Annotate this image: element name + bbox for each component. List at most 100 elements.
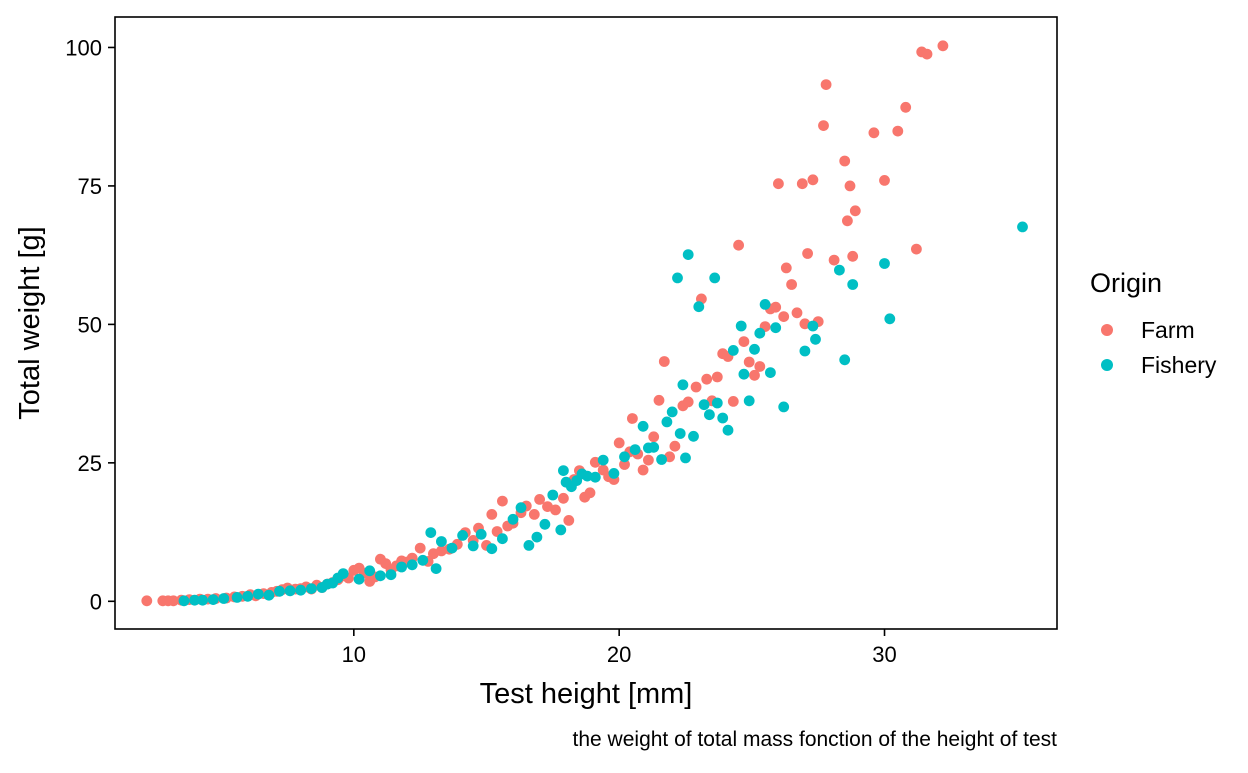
- data-point-fishery: [759, 299, 771, 310]
- data-point-fishery: [711, 397, 723, 409]
- x-axis: 10 20 30: [342, 629, 897, 667]
- data-point-farm: [847, 250, 859, 262]
- data-point-farm: [921, 48, 933, 60]
- data-point-fishery: [589, 471, 601, 483]
- data-point-fishery: [353, 573, 365, 585]
- data-point-farm: [613, 437, 625, 449]
- data-point-fishery: [242, 590, 254, 602]
- legend: Origin Farm Fishery: [1090, 268, 1217, 378]
- data-point-fishery: [672, 272, 683, 284]
- data-point-fishery: [693, 301, 705, 313]
- data-point-fishery: [337, 568, 349, 579]
- data-point-farm: [658, 356, 670, 367]
- data-point-farm: [528, 509, 540, 520]
- data-point-farm: [770, 301, 782, 313]
- data-point-fishery: [375, 570, 386, 582]
- data-point-fishery: [364, 565, 376, 577]
- legend-key-farm: [1101, 324, 1113, 336]
- data-point-fishery: [417, 554, 429, 566]
- data-point-farm: [786, 279, 797, 290]
- data-point-fishery: [274, 585, 285, 597]
- data-point-fishery: [547, 489, 559, 501]
- data-point-fishery: [558, 465, 569, 476]
- data-point-farm: [892, 125, 904, 137]
- data-point-farm: [643, 454, 654, 466]
- x-tick-label: 10: [342, 642, 366, 667]
- data-point-fishery: [457, 530, 468, 541]
- data-point-farm: [733, 239, 744, 251]
- data-point-farm: [849, 205, 861, 217]
- data-point-farm: [778, 311, 790, 322]
- data-point-fishery: [475, 528, 487, 540]
- data-point-farm: [773, 178, 784, 190]
- data-point-fishery: [839, 354, 851, 366]
- data-point-fishery: [446, 542, 458, 554]
- data-point-fishery: [847, 279, 859, 290]
- data-point-farm: [807, 174, 819, 186]
- data-point-farm: [563, 515, 575, 526]
- data-point-farm: [879, 175, 890, 186]
- data-point-farm: [690, 381, 702, 393]
- data-point-farm: [820, 79, 832, 90]
- data-point-fishery: [637, 420, 649, 432]
- data-point-farm: [486, 509, 498, 520]
- data-point-fishery: [507, 513, 519, 525]
- legend-label-fishery: Fishery: [1141, 352, 1217, 378]
- data-point-fishery: [807, 320, 819, 332]
- data-point-farm: [738, 336, 750, 347]
- data-point-fishery: [207, 594, 219, 605]
- data-point-farm: [937, 40, 949, 52]
- data-point-farm: [796, 178, 808, 190]
- x-tick-label: 30: [872, 642, 896, 667]
- data-point-fishery: [406, 559, 418, 571]
- data-point-fishery: [682, 249, 694, 260]
- data-point-farm: [727, 396, 739, 407]
- data-point-fishery: [430, 563, 442, 574]
- data-point-farm: [839, 155, 851, 167]
- data-point-farm: [791, 307, 803, 319]
- x-tick-label: 20: [607, 642, 631, 667]
- data-point-fishery: [661, 416, 673, 428]
- data-point-fishery: [608, 468, 620, 479]
- data-point-fishery: [722, 424, 734, 436]
- data-point-fishery: [704, 409, 715, 421]
- data-point-fishery: [581, 470, 593, 482]
- data-point-farm: [653, 394, 665, 406]
- data-point-fishery: [709, 272, 721, 284]
- data-point-fishery: [754, 327, 766, 339]
- data-point-fishery: [436, 536, 447, 547]
- data-point-fishery: [218, 593, 230, 604]
- data-point-fishery: [263, 589, 275, 601]
- data-point-fishery: [467, 540, 479, 552]
- data-point-fishery: [834, 264, 845, 276]
- data-point-farm: [868, 127, 880, 139]
- data-point-farm: [497, 495, 508, 507]
- data-point-farm: [558, 492, 569, 504]
- data-point-fishery: [629, 444, 641, 455]
- y-tick-label: 75: [78, 174, 102, 199]
- data-point-farm: [619, 459, 630, 470]
- data-point-farm: [743, 356, 755, 368]
- data-point-fishery: [295, 584, 307, 596]
- data-point-fishery: [197, 594, 209, 606]
- data-point-fishery: [231, 592, 243, 603]
- data-point-fishery: [523, 540, 535, 551]
- data-point-fishery: [531, 531, 543, 543]
- y-tick-label: 0: [90, 589, 102, 614]
- data-point-farm: [627, 413, 638, 424]
- data-point-fishery: [666, 406, 678, 418]
- legend-title: Origin: [1090, 268, 1162, 298]
- data-point-farm: [669, 440, 681, 452]
- data-point-farm: [828, 254, 840, 266]
- data-point-fishery: [698, 399, 710, 411]
- data-point-fishery: [178, 595, 190, 607]
- data-point-fishery: [425, 527, 437, 538]
- data-point-farm: [749, 369, 760, 381]
- chart-caption: the weight of total mass fonction of the…: [573, 728, 1058, 751]
- data-point-fishery: [619, 451, 630, 463]
- points-layer: [141, 40, 1028, 607]
- data-point-fishery: [497, 533, 508, 545]
- data-point-farm: [780, 262, 792, 274]
- data-point-farm: [682, 396, 694, 408]
